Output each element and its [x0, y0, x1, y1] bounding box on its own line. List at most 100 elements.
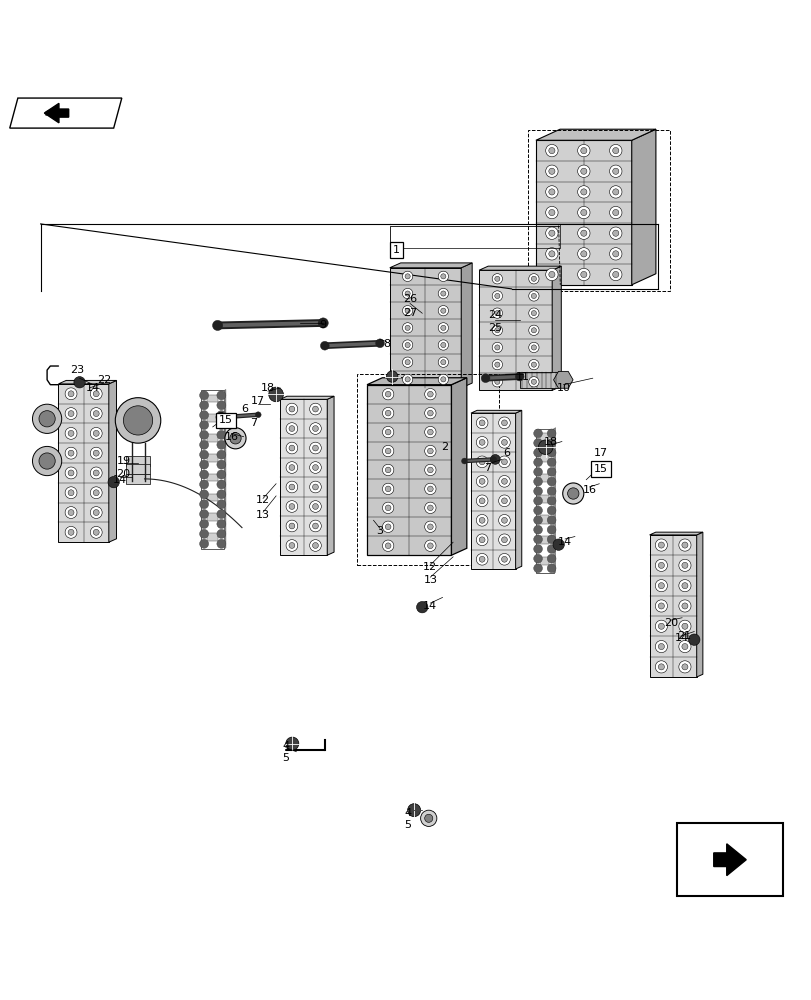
Circle shape [654, 661, 667, 673]
Circle shape [547, 458, 556, 467]
Circle shape [438, 357, 448, 367]
Bar [126, 474, 150, 484]
Polygon shape [45, 103, 69, 123]
Bar [540, 474, 548, 482]
Circle shape [230, 433, 241, 444]
Circle shape [609, 186, 621, 198]
Circle shape [217, 430, 225, 439]
Circle shape [533, 506, 542, 515]
Circle shape [580, 251, 586, 257]
Polygon shape [224, 390, 225, 549]
Bar [540, 515, 548, 524]
Bar [207, 414, 218, 422]
Circle shape [476, 417, 487, 429]
Circle shape [216, 412, 225, 422]
Circle shape [501, 478, 507, 484]
Circle shape [217, 539, 225, 548]
Circle shape [438, 306, 448, 316]
Circle shape [515, 372, 523, 381]
Circle shape [384, 391, 391, 397]
Circle shape [533, 535, 542, 544]
Polygon shape [367, 385, 451, 555]
Polygon shape [10, 98, 122, 128]
Circle shape [681, 542, 687, 548]
Circle shape [32, 404, 62, 433]
Circle shape [681, 603, 687, 609]
Circle shape [68, 391, 74, 397]
Circle shape [65, 427, 77, 439]
Circle shape [382, 521, 393, 532]
Circle shape [533, 429, 542, 438]
Circle shape [200, 490, 208, 499]
Circle shape [312, 504, 318, 509]
Circle shape [405, 377, 410, 382]
Circle shape [285, 423, 298, 434]
Circle shape [382, 407, 393, 419]
Circle shape [93, 450, 99, 456]
Circle shape [438, 340, 448, 350]
Circle shape [478, 498, 484, 504]
Circle shape [424, 502, 436, 514]
Circle shape [678, 559, 690, 571]
Bar [126, 464, 150, 474]
Text: 16: 16 [224, 432, 238, 442]
Circle shape [612, 189, 618, 195]
Circle shape [547, 545, 556, 553]
Circle shape [320, 341, 328, 350]
Circle shape [547, 554, 556, 563]
Circle shape [382, 445, 393, 457]
Circle shape [382, 483, 393, 495]
Circle shape [402, 340, 412, 350]
Circle shape [427, 486, 433, 492]
Circle shape [494, 293, 500, 299]
Circle shape [609, 227, 621, 239]
Circle shape [268, 387, 283, 402]
Circle shape [654, 620, 667, 632]
Circle shape [530, 345, 536, 350]
Circle shape [491, 377, 502, 387]
Circle shape [93, 411, 99, 417]
Circle shape [93, 490, 99, 496]
Circle shape [312, 465, 318, 470]
Text: 13: 13 [423, 575, 437, 585]
Circle shape [289, 484, 294, 490]
Circle shape [609, 268, 621, 281]
Circle shape [577, 206, 590, 219]
Circle shape [528, 308, 539, 318]
Circle shape [440, 377, 445, 382]
Polygon shape [461, 263, 471, 388]
Text: 5: 5 [282, 753, 289, 763]
Circle shape [289, 523, 294, 529]
Circle shape [681, 644, 687, 650]
Circle shape [312, 445, 318, 451]
Circle shape [547, 448, 556, 457]
Circle shape [491, 342, 502, 353]
Circle shape [498, 437, 509, 448]
Polygon shape [367, 378, 466, 385]
Circle shape [681, 583, 687, 589]
Circle shape [285, 442, 298, 454]
Circle shape [681, 664, 687, 670]
Circle shape [681, 623, 687, 629]
Circle shape [530, 293, 536, 299]
Polygon shape [478, 270, 551, 390]
Circle shape [612, 251, 618, 257]
Circle shape [217, 500, 225, 509]
Circle shape [547, 487, 556, 496]
Circle shape [545, 144, 557, 157]
Circle shape [501, 517, 507, 523]
Text: 23: 23 [70, 365, 84, 375]
Text: 7: 7 [483, 463, 490, 473]
Circle shape [309, 520, 321, 532]
Circle shape [533, 468, 542, 476]
Circle shape [528, 291, 539, 301]
Circle shape [424, 464, 436, 476]
Circle shape [476, 534, 487, 546]
Circle shape [384, 505, 391, 511]
Circle shape [498, 475, 509, 487]
Text: 17: 17 [593, 448, 607, 458]
Bar [207, 434, 218, 442]
Circle shape [312, 543, 318, 548]
Text: 10: 10 [556, 383, 570, 393]
Circle shape [654, 600, 667, 612]
